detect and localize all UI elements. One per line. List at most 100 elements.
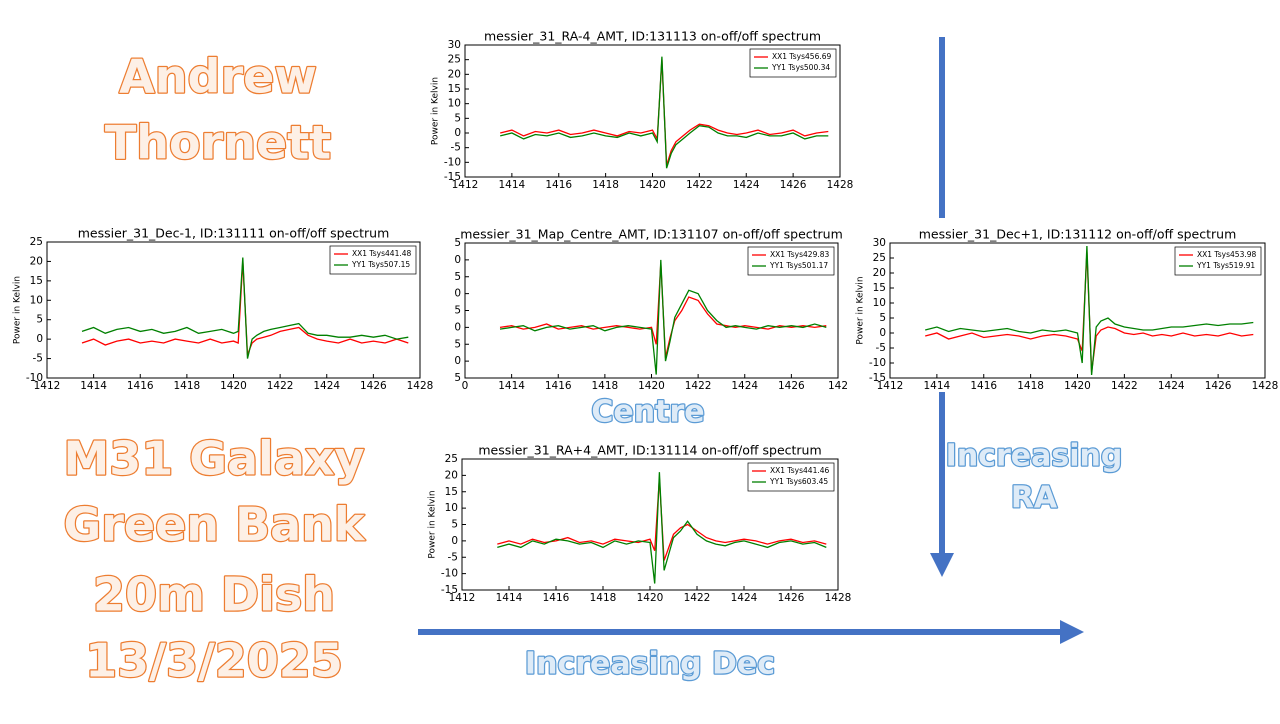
chart-title: messier_31_RA-4_AMT, ID:131113 on-off/of… (484, 29, 821, 44)
legend-label: YY1 Tsys501.17 (769, 261, 828, 270)
info-line: M31 Galaxy (63, 432, 364, 486)
y-tick-label: 5 (454, 112, 461, 124)
chart: messier_31_RA-4_AMT, ID:131113 on-off/of… (431, 29, 854, 192)
y-tick-label: 0 (454, 288, 461, 300)
y-tick-label: -10 (441, 568, 458, 580)
x-tick-label: 1418 (174, 380, 201, 392)
x-tick-label: 1418 (592, 380, 619, 392)
x-tick-label: 1426 (360, 380, 387, 392)
y-tick-label: 5 (36, 314, 43, 326)
x-tick-label: 1412 (34, 380, 61, 392)
y-tick-label: 15 (445, 486, 458, 498)
ra-label: RA (1011, 481, 1058, 516)
y-tick-label: 25 (30, 236, 43, 248)
y-tick-label: 5 (454, 372, 461, 384)
x-tick-label: 1426 (778, 592, 805, 604)
x-tick-label: 142 (828, 380, 848, 392)
legend-label: XX1 Tsys441.46 (770, 466, 829, 475)
series-line (499, 263, 827, 358)
y-tick-label: 10 (445, 502, 458, 514)
x-tick-label: 1424 (731, 380, 758, 392)
legend (1174, 246, 1262, 276)
x-tick-label: 1426 (780, 179, 807, 191)
y-tick-label: 5 (454, 237, 461, 249)
legend-label: YY1 Tsys603.45 (769, 477, 828, 486)
x-tick-label: 1414 (499, 179, 526, 191)
x-tick-label: 1424 (731, 592, 758, 604)
legend-label: XX1 Tsys441.48 (352, 249, 411, 258)
y-tick-label: -5 (876, 342, 886, 354)
y-tick-label: 10 (30, 294, 43, 306)
y-tick-label: 0 (454, 254, 461, 266)
legend-label: XX1 Tsys456.69 (772, 52, 831, 61)
x-tick-label: 1418 (592, 179, 619, 191)
x-tick-label: 1420 (637, 592, 664, 604)
x-tick-label: 1416 (127, 380, 154, 392)
x-tick-label: 1426 (1205, 380, 1232, 392)
x-tick-label: 1420 (1064, 380, 1091, 392)
series-line (500, 56, 829, 169)
name-line: Thornett (105, 116, 331, 170)
chart-title: messier_31_Map_Centre_AMT, ID:131107 on-… (460, 227, 843, 242)
legend-label: YY1 Tsys519.91 (1196, 261, 1255, 270)
y-tick-label: 25 (445, 453, 458, 465)
name-line: Andrew (119, 50, 317, 104)
x-tick-label: 1422 (684, 592, 711, 604)
ra-label: Increasing (946, 439, 1123, 474)
y-tick-label: -5 (451, 142, 461, 154)
x-tick-label: 1428 (825, 592, 852, 604)
y-tick-label: -15 (441, 584, 458, 596)
legend (747, 462, 835, 492)
x-tick-label: 1416 (545, 380, 572, 392)
y-axis-label: Power in Kelvin (431, 77, 441, 145)
x-tick-label: 1412 (877, 380, 904, 392)
chart-title: messier_31_RA+4_AMT, ID:131114 on-off/of… (478, 443, 821, 458)
y-tick-label: 0 (454, 355, 461, 367)
x-tick-label: 1420 (639, 179, 666, 191)
y-tick-label: 0 (36, 333, 43, 345)
y-axis-label: Power in Kelvin (856, 276, 866, 344)
chart: messier_31_Map_Centre_AMT, ID:131107 on-… (454, 227, 848, 393)
y-tick-label: 30 (448, 39, 461, 51)
centre-label: Centre (591, 395, 704, 430)
x-tick-label: 1420 (220, 380, 247, 392)
x-tick-label: 0 (462, 380, 469, 392)
x-tick-label: 1424 (733, 179, 760, 191)
y-tick-label: 15 (873, 282, 886, 294)
charts: messier_31_RA-4_AMT, ID:131113 on-off/of… (13, 29, 1279, 605)
x-tick-label: 1416 (545, 179, 572, 191)
series-line (500, 59, 829, 166)
y-tick-label: 10 (448, 98, 461, 110)
info-line: 13/3/2025 (85, 634, 343, 688)
y-tick-label: 5 (454, 305, 461, 317)
chart: messier_31_Dec+1, ID:131112 on-off/off s… (856, 227, 1279, 393)
legend (747, 246, 835, 276)
legend-label: XX1 Tsys429.83 (770, 250, 829, 259)
x-tick-label: 1416 (970, 380, 997, 392)
x-tick-label: 1428 (407, 380, 434, 392)
x-tick-label: 1418 (1017, 380, 1044, 392)
y-tick-label: 15 (30, 275, 43, 287)
y-tick-label: 20 (30, 255, 43, 267)
y-tick-label: 10 (873, 297, 886, 309)
y-tick-label: -5 (448, 551, 458, 563)
x-tick-label: 1426 (778, 380, 805, 392)
chart: messier_31_Dec-1, ID:131111 on-off/off s… (13, 226, 434, 393)
y-tick-label: -15 (444, 171, 461, 183)
legend (329, 245, 417, 275)
y-axis-label: Power in Kelvin (13, 276, 23, 344)
chart-title: messier_31_Dec-1, ID:131111 on-off/off s… (78, 226, 390, 241)
legend-label: XX1 Tsys453.98 (1197, 250, 1256, 259)
x-tick-label: 1428 (1252, 380, 1279, 392)
x-tick-label: 1412 (449, 592, 476, 604)
chart: messier_31_RA+4_AMT, ID:131114 on-off/of… (428, 443, 852, 605)
x-tick-label: 1416 (543, 592, 570, 604)
legend-label: YY1 Tsys500.34 (771, 63, 830, 72)
y-tick-label: 30 (873, 237, 886, 249)
info-line: Green Bank (63, 498, 365, 552)
x-tick-label: 1414 (924, 380, 951, 392)
y-tick-label: -15 (869, 372, 886, 384)
series-line (81, 257, 409, 359)
y-tick-label: -5 (33, 353, 43, 365)
y-tick-label: 20 (448, 68, 461, 80)
